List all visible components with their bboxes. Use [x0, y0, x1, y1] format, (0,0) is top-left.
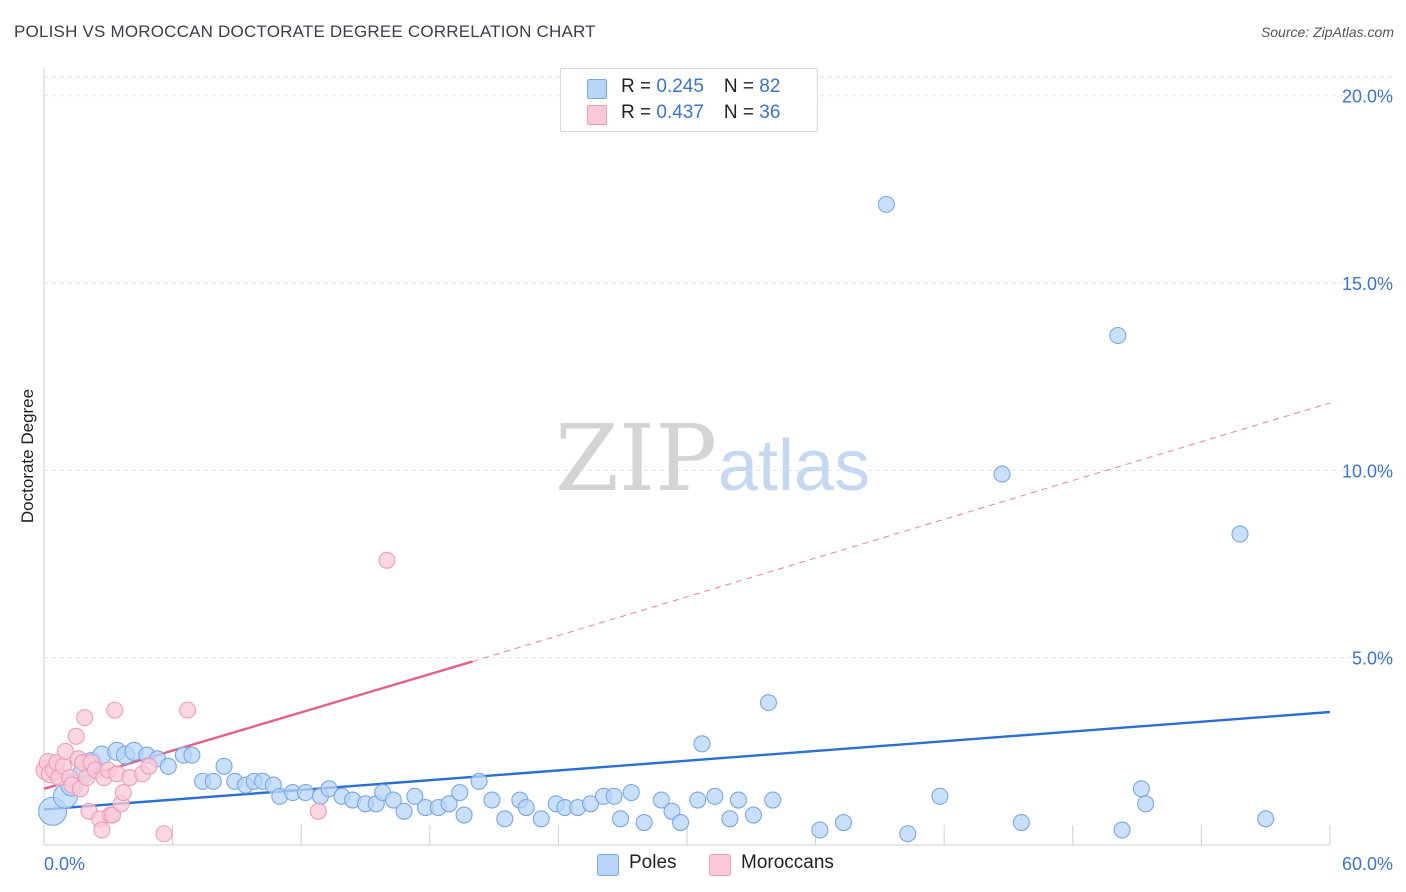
poles-point-55 — [652, 791, 670, 809]
poles-point-15 — [204, 772, 222, 790]
legend-swatch-poles — [587, 79, 607, 99]
poles-point-34 — [406, 787, 424, 805]
moroccans-point-14 — [76, 709, 94, 727]
source-credit: Source: ZipAtlas.com — [1260, 24, 1394, 40]
poles-point-64 — [759, 694, 777, 712]
moroccans-point-34 — [309, 802, 327, 820]
legend-text-moroccans: R = 0.437 N = 36 — [621, 102, 781, 123]
poles-point-77 — [1231, 525, 1249, 543]
poles-point-61 — [721, 810, 739, 828]
poles-point-16 — [215, 757, 233, 775]
poles-point-78 — [1257, 810, 1275, 828]
poles-point-62 — [729, 791, 747, 809]
y-tick-label-1: 10.0% — [1342, 461, 1393, 481]
poles-point-51 — [605, 787, 623, 805]
poles-point-45 — [532, 810, 550, 828]
poles-point-49 — [581, 795, 600, 813]
x-tick-label-0: 0.0% — [44, 854, 85, 874]
legend-swatch-moroccans — [587, 105, 607, 125]
y-tick-label-0: 5.0% — [1352, 649, 1393, 669]
moroccans-point-10 — [67, 727, 85, 745]
poles-point-38 — [451, 784, 469, 802]
poles-point-74 — [1113, 821, 1131, 839]
poles-point-68 — [877, 195, 895, 213]
poles-point-66 — [811, 821, 829, 839]
poles-point-26 — [320, 780, 338, 798]
bottom-legend-label-poles: Poles — [629, 852, 677, 873]
poles-point-65 — [764, 791, 782, 809]
poles-point-44 — [517, 798, 535, 817]
y-tick-label-3: 20.0% — [1342, 87, 1393, 107]
poles-point-70 — [931, 787, 949, 805]
watermark: ZIP atlas — [555, 405, 870, 512]
poles-point-59 — [693, 735, 711, 753]
grid-layer — [44, 76, 1393, 659]
poles-point-56 — [663, 802, 681, 820]
bottom-legend-swatch-moroccans — [709, 854, 731, 876]
points-layer — [35, 195, 1275, 843]
poles-point-41 — [483, 791, 501, 809]
axis-layer — [43, 68, 1331, 846]
poles-point-53 — [622, 784, 640, 802]
moroccans-point-35 — [378, 551, 396, 569]
poles-point-39 — [455, 806, 473, 824]
poles-point-73 — [1109, 326, 1127, 345]
poles-point-37 — [440, 795, 458, 813]
poles-point-76 — [1137, 795, 1155, 813]
poles-point-60 — [706, 787, 724, 805]
moroccans-point-28 — [114, 784, 132, 802]
moroccans-point-32 — [155, 825, 173, 843]
tick-label-layer: 5.0% 10.0% 15.0% 20.0% 0.0% 60.0% — [44, 87, 1393, 874]
bottom-legend-label-moroccans: Moroccans — [741, 852, 834, 873]
poles-point-24 — [296, 784, 315, 802]
moroccans-point-33 — [179, 701, 197, 719]
poles-point-32 — [384, 791, 402, 809]
stats-legend: R = 0.245 N = 82 R = 0.437 N = 36 — [560, 68, 818, 132]
poles-point-63 — [744, 806, 762, 824]
poles-point-13 — [183, 746, 201, 764]
moroccans-point-20 — [93, 821, 111, 839]
moroccans-point-25 — [106, 701, 124, 719]
poles-point-67 — [834, 813, 853, 832]
watermark-zip: ZIP — [555, 405, 717, 512]
poles-point-57 — [672, 813, 690, 832]
poles-point-42 — [496, 810, 514, 828]
poles-point-40 — [470, 772, 488, 790]
poles-point-33 — [395, 802, 413, 820]
poles-point-72 — [1012, 813, 1030, 832]
chart-title: POLISH VS MOROCCAN DOCTORATE DEGREE CORR… — [14, 22, 596, 41]
moroccans-point-24 — [104, 806, 122, 824]
legend-text-poles: R = 0.245 N = 82 — [621, 76, 781, 97]
poles-point-75 — [1132, 780, 1150, 798]
poles-point-11 — [159, 757, 177, 775]
moroccans-point-31 — [140, 757, 158, 775]
poles-point-58 — [689, 791, 707, 809]
poles-point-71 — [993, 465, 1011, 483]
y-tick-label-2: 15.0% — [1342, 274, 1393, 294]
poles-trend-line — [43, 710, 1331, 811]
poles-point-69 — [899, 825, 917, 843]
x-tick-label-1: 60.0% — [1342, 854, 1393, 874]
moroccans-point-7 — [56, 742, 74, 760]
poles-point-52 — [612, 810, 630, 828]
poles-point-54 — [635, 813, 653, 832]
y-axis-label: Doctorate Degree — [18, 389, 37, 523]
watermark-atlas: atlas — [718, 426, 870, 506]
bottom-legend-swatch-poles — [597, 854, 619, 876]
